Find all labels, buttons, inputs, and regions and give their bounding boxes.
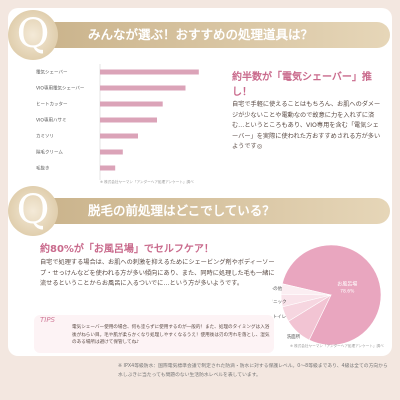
category-label: 毛抜き	[36, 165, 50, 172]
bar	[100, 101, 163, 107]
q-badge: Q	[8, 186, 58, 236]
slice-label: 洗面所	[287, 333, 301, 340]
bar	[100, 69, 199, 75]
category-label: VIO専用電気シェーバー	[36, 85, 85, 92]
tips-title: TIPS	[40, 316, 56, 324]
slice-label: その他	[272, 285, 283, 292]
body-text: 自宅で手軽に使えることはもちろん、お肌へのダメージが少ないことや電動なので故意に…	[232, 101, 381, 150]
headline: 約80%が「お風呂場」でセルフケア！	[40, 244, 214, 255]
bar	[100, 165, 116, 171]
bar	[100, 149, 123, 155]
pie-slice	[281, 244, 382, 346]
slice-label: クリニック	[272, 299, 287, 305]
question-title: 脱毛の前処理はどこでしている？	[30, 198, 390, 224]
slice-label: トイレ	[273, 315, 287, 320]
category-label: 除毛クリーム	[36, 149, 63, 156]
bar	[100, 85, 186, 91]
category-label: ヒートカッター	[36, 101, 68, 108]
bar	[100, 133, 138, 139]
tips-text: 電気シェーバー使用の場合、何も塗らずに使用するのが一般的！また、処理のタイミング…	[72, 325, 270, 345]
tips-box	[34, 315, 274, 353]
category-label: カミソリ	[36, 134, 54, 140]
footnote: ※ IPX4等級防水：国際電気標準会議で制定された防滴・防水に対する保護レベル。…	[118, 364, 388, 378]
value-label: 78.6%	[340, 289, 355, 295]
bar	[100, 117, 157, 123]
body-text: 自宅で処理する場合は、お肌への刺激を抑えるためにシェービング剤やボディーソープ・…	[40, 259, 275, 287]
category-label: VIO専用ハサミ	[36, 117, 66, 124]
pie-slice	[280, 283, 332, 296]
category-label: 電気シェーバー	[36, 69, 68, 76]
headline: 約半数が「電気シェーバー」推し！	[232, 72, 372, 98]
note: ※ 株式会社ヤーマン「アンダーヘア処理アンケート」調べ	[290, 344, 384, 348]
slice-label: お風呂場	[337, 281, 357, 288]
q-badge: Q	[8, 10, 58, 60]
note: ※ 株式会社ヤーマン「アンダーヘア処理アンケート」調べ	[100, 180, 194, 184]
question-title: みんなが選ぶ！おすすめの処理道具は？	[30, 22, 390, 48]
